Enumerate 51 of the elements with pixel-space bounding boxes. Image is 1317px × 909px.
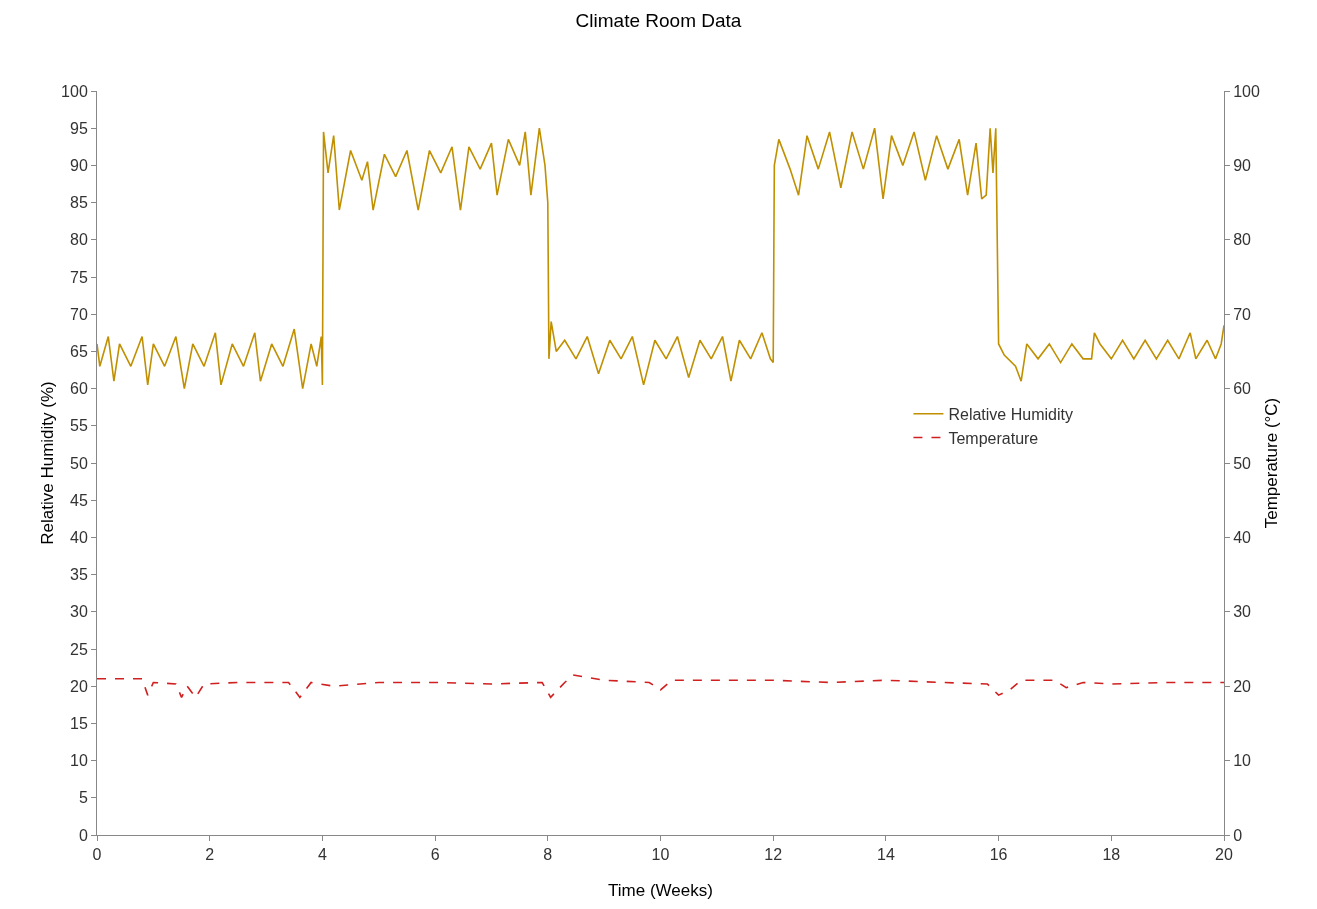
x-tick-label: 20 — [1215, 846, 1233, 864]
x-tick-label: 0 — [92, 846, 102, 864]
y-tick-label: 30 — [70, 603, 88, 621]
y-tick-label: 60 — [70, 380, 88, 398]
x-tick-label: 4 — [317, 846, 327, 864]
y2-tick-label: 20 — [1233, 677, 1252, 695]
y2-tick-label: 60 — [1233, 380, 1252, 398]
y-tick-label: 65 — [70, 343, 88, 360]
y2-tick-label: 10 — [1233, 752, 1252, 770]
x-tick-label: 16 — [989, 846, 1008, 864]
y-tick-label: 5 — [78, 789, 88, 807]
line-series — [97, 674, 1224, 699]
y2-tick-label: 70 — [1233, 305, 1252, 323]
y-tick-label: 70 — [70, 305, 88, 323]
x-tick-label: 18 — [1102, 846, 1121, 864]
y-tick-label: 80 — [70, 231, 88, 249]
x-tick-label: 2 — [205, 846, 215, 864]
y-tick-label: 75 — [70, 268, 88, 286]
y-tick-label: 55 — [70, 417, 88, 435]
y2-axis-title: Temperature (°C) — [1261, 397, 1281, 529]
y-tick-label: 10 — [70, 752, 88, 770]
y2-tick-label: 80 — [1233, 231, 1252, 249]
chart-title: Climate Room Data — [575, 9, 742, 31]
x-tick-label: 12 — [764, 846, 783, 864]
x-tick-label: 10 — [651, 846, 670, 864]
y-tick-label: 15 — [70, 715, 88, 732]
legend-label: Relative Humidity — [948, 405, 1073, 423]
legend-label: Temperature — [948, 429, 1039, 447]
x-tick-label: 8 — [543, 846, 553, 864]
y-axis-title: Relative Humidity (%) — [38, 381, 57, 545]
x-axis-title: Time (Weeks) — [608, 881, 713, 900]
y2-tick-label: 40 — [1233, 529, 1252, 546]
y2-tick-label: 0 — [1233, 826, 1243, 844]
y-tick-label: 0 — [78, 826, 88, 844]
y-tick-label: 25 — [70, 640, 88, 658]
y2-tick-label: 100 — [1233, 82, 1260, 100]
y-tick-label: 45 — [70, 491, 88, 509]
y-tick-label: 40 — [70, 529, 88, 546]
y-tick-label: 85 — [70, 194, 88, 212]
y-tick-label: 50 — [70, 454, 88, 472]
y2-tick-label: 90 — [1233, 157, 1252, 174]
y-tick-label: 35 — [70, 566, 88, 584]
y-tick-label: 95 — [70, 119, 88, 137]
y-tick-label: 90 — [70, 157, 88, 174]
y2-tick-label: 50 — [1233, 454, 1252, 472]
y-tick-label: 20 — [70, 677, 88, 695]
line-series — [97, 127, 1224, 390]
y2-tick-label: 30 — [1233, 603, 1252, 621]
y-tick-label: 100 — [61, 82, 88, 100]
x-tick-label: 14 — [877, 846, 895, 864]
x-tick-label: 6 — [430, 846, 440, 864]
